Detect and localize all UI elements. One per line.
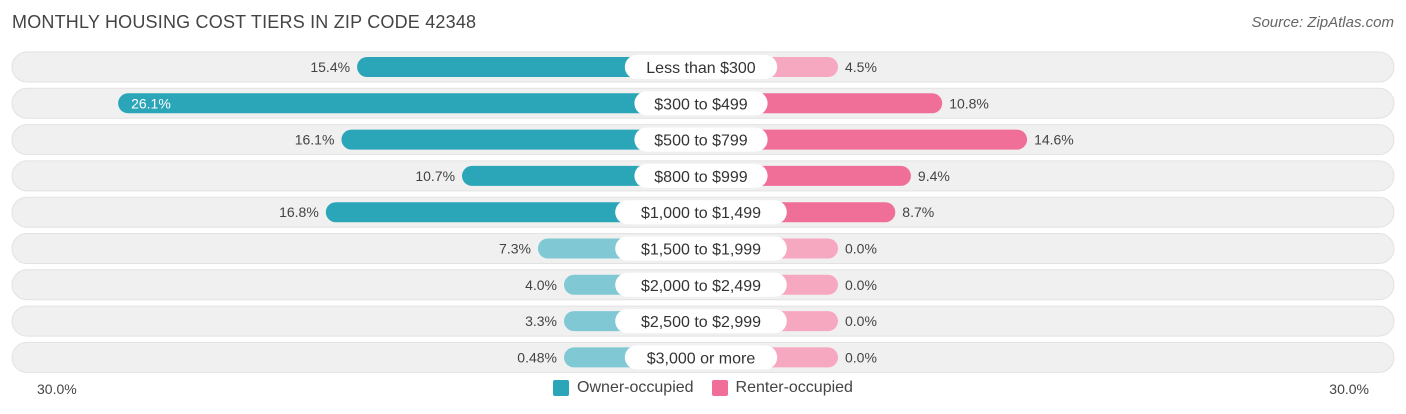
- renter-value-label: 0.0%: [845, 277, 877, 293]
- legend-swatch-renter: [711, 380, 728, 396]
- renter-value-label: 0.0%: [845, 313, 877, 329]
- legend-item-renter: Renter-occupied: [711, 379, 853, 397]
- category-pill: [615, 200, 787, 225]
- owner-value-label: 4.0%: [525, 277, 557, 293]
- owner-value-label: 10.7%: [415, 168, 455, 184]
- renter-value-label: 0.0%: [845, 241, 877, 257]
- category-label: $500 to $799: [654, 133, 748, 150]
- renter-value-label: 9.4%: [918, 168, 950, 184]
- axis-left-label: 30.0%: [37, 381, 77, 397]
- category-label: $1,000 to $1,499: [641, 205, 761, 222]
- category-label: $300 to $499: [654, 96, 748, 113]
- owner-bar: [325, 202, 701, 223]
- category-label: $3,000 or more: [647, 350, 756, 367]
- diverging-bar-chart: Less than $300 15.4% 4.5% $300 to $499 26.1%…: [11, 51, 1395, 373]
- renter-value-label: 14.6%: [1034, 132, 1074, 148]
- owner-value-label: 26.1%: [131, 95, 171, 111]
- owner-bar: [357, 57, 701, 77]
- category-label: $2,500 to $2,999: [641, 314, 761, 331]
- owner-bar: [341, 129, 701, 150]
- renter-value-label: 0.0%: [845, 349, 877, 365]
- category-label: $800 to $999: [654, 169, 748, 186]
- owner-value-label: 16.8%: [279, 204, 319, 220]
- category-pill: [624, 345, 778, 370]
- owner-value-label: 16.1%: [295, 132, 335, 148]
- category-pill: [624, 55, 778, 79]
- category-label: $1,500 to $1,999: [641, 242, 761, 259]
- category-pill: [615, 309, 787, 334]
- chart-legend: Owner-occupied Renter-occupied: [0, 379, 1406, 397]
- renter-value-label: 4.5%: [845, 59, 877, 75]
- chart-title: MONTHLY HOUSING COST TIERS IN ZIP CODE 4…: [12, 12, 477, 32]
- owner-bar: [118, 93, 702, 114]
- category-pill: [634, 91, 768, 116]
- legend-label-owner: Owner-occupied: [577, 379, 694, 396]
- owner-value-label: 0.48%: [517, 349, 557, 365]
- renter-value-label: 8.7%: [902, 204, 934, 220]
- renter-bar: [701, 129, 1028, 150]
- owner-value-label: 7.3%: [499, 241, 531, 257]
- legend-item-owner: Owner-occupied: [553, 379, 694, 397]
- legend-label-renter: Renter-occupied: [735, 379, 853, 396]
- axis-right-label: 30.0%: [1329, 381, 1369, 397]
- chart-source: Source: ZipAtlas.com: [1251, 14, 1394, 31]
- category-pill: [615, 272, 787, 297]
- owner-value-label: 3.3%: [525, 313, 557, 329]
- owner-value-label: 15.4%: [310, 59, 350, 75]
- category-pill: [634, 127, 768, 152]
- category-label: Less than $300: [646, 60, 756, 77]
- legend-swatch-owner: [553, 380, 570, 396]
- category-pill: [615, 236, 787, 261]
- renter-value-label: 10.8%: [949, 95, 989, 111]
- category-label: $2,000 to $2,499: [641, 278, 761, 295]
- category-pill: [634, 163, 768, 188]
